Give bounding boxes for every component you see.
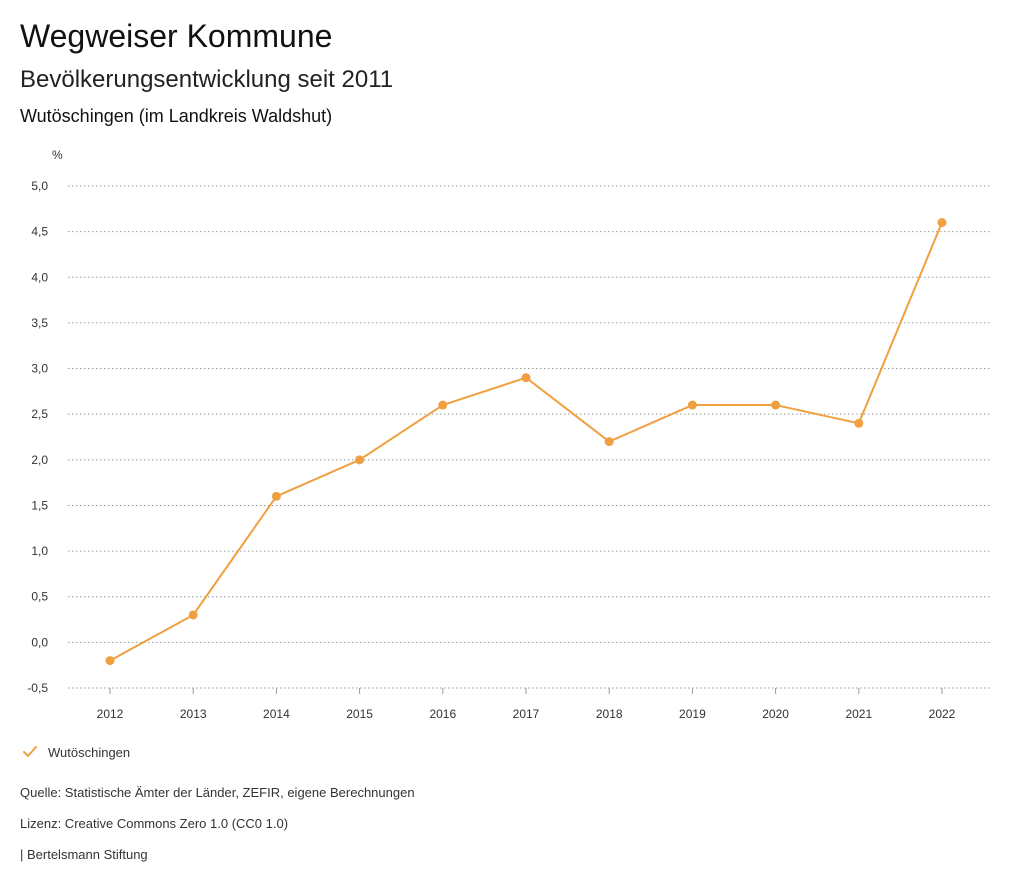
chart-subtitle: Bevölkerungsentwicklung seit 2011 — [20, 66, 394, 93]
data-point — [687, 400, 697, 410]
series-line — [109, 222, 943, 662]
x-tick-label: 2013 — [180, 707, 207, 721]
y-tick-label: 2,0 — [31, 453, 48, 467]
series-layer — [105, 218, 947, 666]
x-tick-label: 2019 — [679, 707, 706, 721]
source-note: Quelle: Statistische Ämter der Länder, Z… — [20, 785, 415, 800]
y-tick-label: 1,0 — [31, 544, 48, 558]
data-point — [438, 400, 448, 410]
data-point — [271, 491, 281, 501]
y-tick-label: 1,5 — [31, 498, 48, 512]
page-title: Wegweiser Kommune — [20, 18, 333, 54]
y-tick-label: -0,5 — [27, 681, 48, 695]
check-icon — [23, 746, 37, 757]
data-point — [105, 656, 115, 666]
y-tick-label: 3,0 — [31, 362, 48, 376]
y-axis-unit: % — [52, 148, 63, 162]
y-tick-label: 2,5 — [31, 407, 48, 421]
x-tick-label: 2021 — [845, 707, 872, 721]
x-tick-label: 2016 — [429, 707, 456, 721]
x-tick-label: 2014 — [263, 707, 290, 721]
region-title: Wutöschingen (im Landkreis Waldshut) — [20, 106, 333, 126]
y-tick-label: 5,0 — [31, 179, 48, 193]
y-tick-label: 4,5 — [31, 225, 48, 239]
x-tick-label: 2020 — [762, 707, 789, 721]
y-tick-label: 0,0 — [31, 635, 48, 649]
data-point — [771, 400, 781, 410]
y-tick-label: 4,0 — [31, 270, 48, 284]
y-tick-label: 0,5 — [31, 590, 48, 604]
x-tick-label: 2012 — [97, 707, 124, 721]
x-tick-label: 2018 — [596, 707, 623, 721]
data-point — [188, 610, 198, 620]
x-tick-label: 2015 — [346, 707, 373, 721]
brand-note: | Bertelsmann Stiftung — [20, 847, 148, 862]
data-point — [854, 418, 864, 428]
x-tick-label: 2017 — [513, 707, 540, 721]
x-tick-label: 2022 — [929, 707, 956, 721]
line-chart: % -0,5 0,0 0,5 1,0 1,5 2,0 2,5 3,0 3,5 4,0 4,5 5,0 20… — [27, 148, 990, 721]
grid-layer — [68, 185, 990, 689]
legend-label: Wutöschingen — [48, 744, 131, 760]
data-point — [604, 437, 614, 447]
axis-layer: % -0,5 0,0 0,5 1,0 1,5 2,0 2,5 3,0 3,5 4,0 4,5 5,0 20… — [27, 148, 955, 721]
data-point — [937, 218, 947, 228]
data-point — [521, 373, 531, 383]
data-point — [355, 455, 365, 465]
license-note: Lizenz: Creative Commons Zero 1.0 (CC0 1… — [20, 816, 289, 831]
y-tick-label: 3,5 — [31, 316, 48, 330]
legend-item[interactable]: Wutöschingen — [22, 744, 130, 760]
